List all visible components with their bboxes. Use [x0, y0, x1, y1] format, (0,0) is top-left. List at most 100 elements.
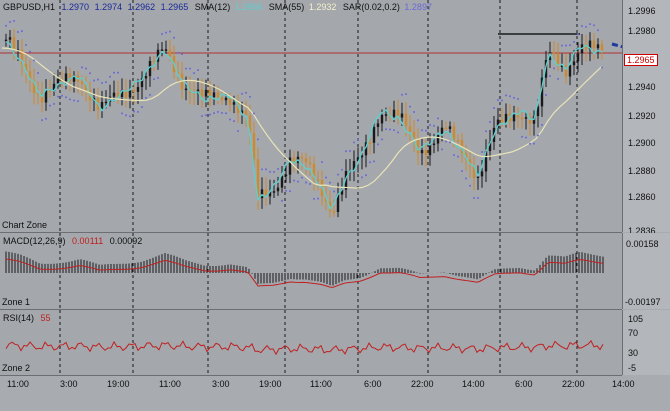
candle-body	[36, 92, 40, 95]
price-tick: 1.2880	[628, 166, 656, 176]
candle-body	[140, 78, 144, 88]
candle-body	[404, 113, 408, 127]
time-tick: 14:00	[612, 379, 635, 389]
time-tick: 6:00	[515, 379, 533, 389]
candle-body	[444, 127, 448, 130]
rsi-axis[interactable]: 105 70 30 -5	[622, 310, 670, 375]
sar-dot	[49, 104, 51, 107]
candle-body	[252, 132, 256, 160]
candle-body	[484, 151, 488, 172]
sar-dot	[129, 115, 131, 118]
candle-body	[72, 75, 76, 82]
candle-body	[244, 110, 248, 116]
rsi-tick: 30	[628, 348, 639, 358]
sar-dot	[249, 95, 251, 98]
candle-body	[488, 142, 492, 152]
sar-dot	[593, 24, 595, 27]
sar-dot	[261, 168, 263, 171]
sar-dot	[17, 30, 19, 33]
candle-body	[184, 88, 188, 91]
candle-body	[584, 44, 588, 50]
sar-dot	[417, 119, 419, 122]
candle-body	[352, 161, 356, 171]
sar-dot	[165, 31, 167, 34]
candle-body	[12, 37, 16, 51]
candle-body	[512, 114, 516, 122]
candle-body	[248, 115, 252, 133]
sar-dot	[565, 44, 567, 47]
sar-dot	[157, 76, 159, 79]
sar-dot	[329, 181, 331, 184]
sar-dot	[597, 29, 599, 32]
sar-dot	[97, 78, 99, 81]
sar-dot	[201, 114, 203, 117]
sar-dot	[29, 50, 31, 53]
sar-dot	[289, 190, 291, 193]
sar-label: SAR(0.02,0.2)	[342, 2, 400, 12]
sar-dot	[181, 53, 183, 56]
sar-dot	[153, 78, 155, 81]
zone2-label: Zone 2	[2, 363, 31, 373]
price-pane[interactable]: GBPUSD,H1 1.2970 1.2974 1.2962 1.2965 SM…	[0, 0, 622, 233]
macd-title: MACD(12,26,9)	[3, 236, 66, 246]
candle-body	[168, 49, 172, 57]
sar-dot	[425, 129, 427, 132]
candle-body	[208, 89, 212, 98]
sar-dot	[601, 66, 603, 69]
candle-body	[432, 143, 436, 146]
candle-body	[128, 89, 132, 98]
sar-dot	[229, 118, 231, 121]
sar-dot	[361, 176, 363, 179]
macd-value-1: 0.00111	[72, 236, 104, 246]
sar-dot	[113, 71, 115, 74]
time-tick: 11:00	[7, 379, 29, 389]
sar-dot	[589, 23, 591, 26]
price-tick: 1.2940	[628, 82, 656, 92]
sar-dot	[221, 111, 223, 114]
time-axis[interactable]: 11:00 3:00 19:00 11:00 3:00 19:00 11:00 …	[0, 376, 670, 411]
candle-body	[148, 60, 152, 77]
candle-body	[356, 157, 360, 162]
sar-dot	[237, 129, 239, 132]
price-axis[interactable]: 1.2996 1.2980 1.2940 1.2920 1.2900 1.288…	[622, 0, 670, 236]
sar-dot	[333, 190, 335, 193]
sma55-value: 1.2932	[308, 2, 337, 12]
ohlc-open: 1.2970	[61, 2, 90, 12]
candle-body	[420, 150, 424, 154]
sar-dot	[77, 100, 79, 103]
macd-axis[interactable]: 0.00158 -0.00197	[622, 233, 670, 309]
candle-body	[116, 92, 120, 98]
candle-body	[408, 126, 412, 132]
time-tick: 11:00	[310, 379, 332, 389]
sar-dot	[233, 120, 235, 123]
candle-body	[524, 117, 528, 119]
time-tick: 3:00	[60, 379, 78, 389]
rsi-tick: -5	[628, 363, 637, 373]
price-tick: 1.2920	[628, 111, 656, 121]
candle-body	[120, 89, 124, 98]
macd-pane[interactable]: MACD(12,26,9) 0.00111 0.00092 Zone 1	[0, 233, 622, 310]
chart-header: GBPUSD,H1 1.2970 1.2974 1.2962 1.2965 SM…	[3, 2, 432, 12]
sar-dot	[185, 67, 187, 70]
sar-dot	[553, 67, 555, 70]
sar-dot	[529, 142, 531, 145]
candle-body	[400, 113, 404, 118]
sar-dot	[125, 114, 127, 117]
candle-body	[596, 44, 600, 49]
rsi-pane[interactable]: RSI(14) 55 Zone 2	[0, 310, 622, 376]
candle-body	[448, 126, 452, 129]
rsi-tick: 105	[628, 314, 644, 324]
time-tick: 11:00	[159, 379, 181, 389]
sar-dot	[549, 74, 551, 77]
sar-dot	[257, 138, 259, 141]
sar-dot	[369, 161, 371, 164]
sar-dot	[61, 94, 63, 97]
sar-dot	[193, 72, 195, 75]
sar-dot	[509, 95, 511, 98]
candle-body	[552, 51, 556, 55]
sar-dot	[381, 138, 383, 141]
candle-body	[40, 93, 44, 103]
sar-dot	[545, 93, 547, 96]
time-tick: 22:00	[562, 379, 585, 389]
sar-dot	[577, 33, 579, 36]
